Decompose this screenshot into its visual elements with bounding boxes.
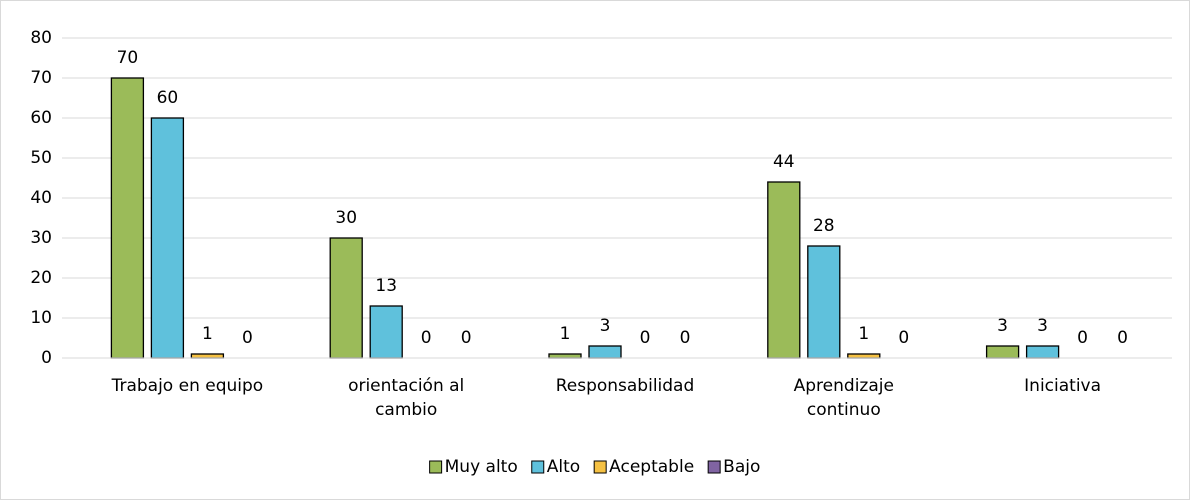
bar — [110, 77, 145, 359]
data-label: 0 — [242, 328, 253, 348]
y-tick-label: 50 — [30, 148, 52, 168]
data-label: 0 — [1077, 328, 1088, 348]
bar — [767, 181, 801, 359]
data-label: 1 — [560, 324, 571, 344]
x-tick-label: Responsabilidad — [555, 376, 695, 396]
data-label: 0 — [1117, 328, 1128, 348]
bar — [985, 345, 1020, 359]
y-tick-label: 0 — [41, 348, 52, 368]
data-label: 44 — [773, 152, 795, 172]
y-tick-label: 60 — [30, 108, 52, 128]
data-label: 0 — [421, 328, 432, 348]
legend-label: Alto — [547, 457, 580, 477]
x-tick-label: Trabajo en equipo — [111, 376, 264, 396]
x-tick-label: orientación al cambio — [348, 376, 465, 420]
y-tick-label: 20 — [30, 268, 52, 288]
data-label: 3 — [1037, 316, 1048, 336]
bar — [548, 353, 582, 359]
data-label: 60 — [157, 88, 179, 108]
legend-swatch — [429, 460, 443, 474]
y-tick-label: 70 — [30, 68, 52, 88]
legend-swatch — [593, 460, 607, 474]
data-label: 30 — [335, 208, 357, 228]
bar — [1025, 345, 1060, 359]
bar — [807, 245, 841, 359]
data-label: 0 — [898, 328, 909, 348]
data-label: 3 — [997, 316, 1008, 336]
bar — [369, 305, 403, 359]
legend-swatch — [531, 460, 545, 474]
bar — [190, 353, 225, 359]
bar — [588, 345, 622, 359]
x-tick-label: Iniciativa — [1024, 376, 1102, 396]
y-tick-label: 30 — [30, 228, 52, 248]
bar — [150, 117, 185, 359]
data-label: 0 — [640, 328, 651, 348]
y-tick-label: 80 — [30, 28, 52, 48]
bar — [329, 237, 363, 359]
data-label: 1 — [858, 324, 869, 344]
y-tick-label: 10 — [30, 308, 52, 328]
legend-label: Muy alto — [445, 457, 518, 477]
data-label: 70 — [117, 48, 139, 68]
data-label: 0 — [680, 328, 691, 348]
data-label: 3 — [600, 316, 611, 336]
data-label: 0 — [461, 328, 472, 348]
data-label: 28 — [813, 216, 835, 236]
y-tick-label: 40 — [30, 188, 52, 208]
legend-label: Aceptable — [609, 457, 694, 477]
legend-swatch — [707, 460, 721, 474]
legend-label: Bajo — [723, 457, 760, 477]
data-label: 13 — [375, 276, 397, 296]
x-tick-label: Aprendizaje continuo — [793, 376, 894, 420]
data-label: 1 — [202, 324, 213, 344]
bar — [847, 353, 881, 359]
